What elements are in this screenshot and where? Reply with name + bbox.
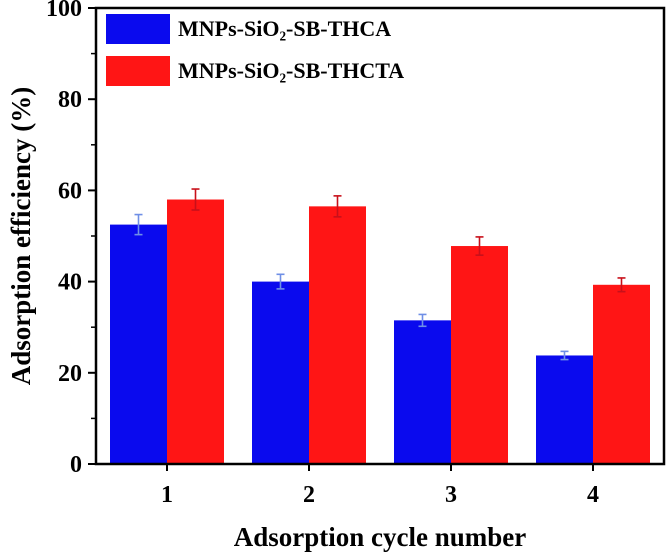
bar-s2-4 [593,284,650,464]
legend-swatch-s2 [106,56,170,86]
y-axis-title: Adsorption efficiency (%) [6,87,36,385]
error-bar-s2-3 [475,236,484,256]
error-bar-s1-3 [418,313,427,328]
bar-s1-2 [252,281,309,464]
error-bar-s1-2 [276,273,285,290]
bar-s1-3 [394,320,451,464]
y-tick-label-20: 20 [58,361,82,387]
bar-s2-1 [167,199,224,464]
x-tick-label-3: 3 [445,482,457,508]
legend-swatch-s1 [106,14,170,44]
y-tick-label-40: 40 [58,270,82,296]
legend-label-s1: MNPs-SiO₂-SB-THCA [178,16,391,41]
error-bar-s1-1 [134,213,143,236]
x-tick-label-2: 2 [303,482,315,508]
error-bar-s2-4 [617,277,626,293]
y-tick-label-100: 100 [46,0,82,22]
x-tick-label-4: 4 [587,482,599,508]
bar-s1-1 [110,224,167,464]
error-bar-s2-1 [191,188,200,211]
y-tick-label-60: 60 [58,178,82,204]
bar-s2-3 [451,246,508,464]
x-axis-title: Adsorption cycle number [234,522,527,552]
error-bar-s2-2 [333,195,342,218]
x-tick-label-1: 1 [161,482,173,508]
legend-label-s2: MNPs-SiO₂-SB-THCTA [178,58,404,83]
y-tick-label-80: 80 [58,87,82,113]
y-tick-label-0: 0 [70,452,82,478]
bar-s2-2 [309,206,366,465]
bar-s1-4 [536,355,593,464]
error-bar-s1-4 [560,350,569,361]
